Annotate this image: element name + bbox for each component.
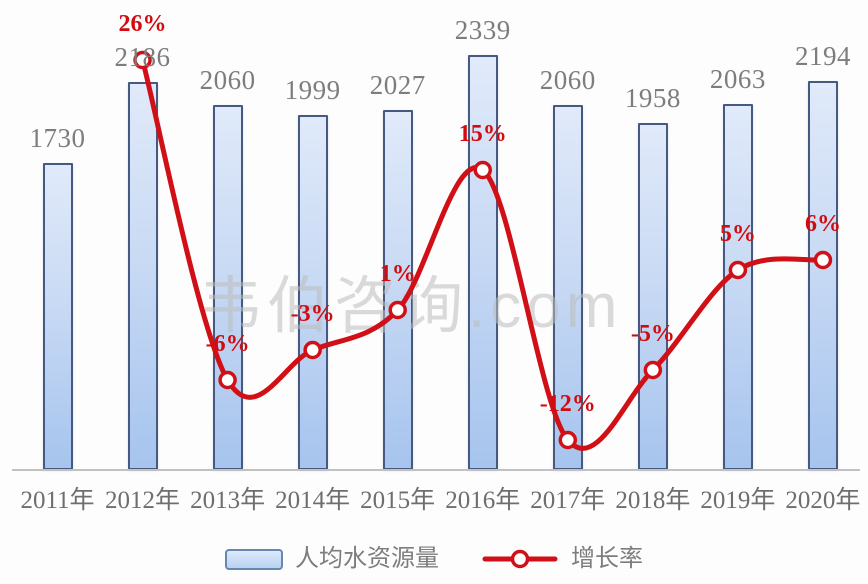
legend-line-marker	[482, 549, 558, 569]
x-axis-label: 2020年	[785, 487, 861, 514]
bar-value-label: 2194	[794, 41, 851, 71]
growth-rate-label: -5%	[630, 321, 675, 347]
bar	[467, 55, 498, 470]
line-marker	[218, 370, 237, 390]
legend-bar-swatch	[225, 548, 283, 570]
growth-rate-label: 5%	[719, 221, 756, 247]
x-axis-label: 2018年	[615, 487, 691, 514]
x-axis-label: 2014年	[275, 487, 351, 514]
growth-rate-label: -12%	[539, 391, 596, 417]
bar-value-label: 1999	[284, 75, 341, 105]
bar	[127, 82, 158, 470]
bar-value-label: 1958	[624, 83, 681, 113]
bar	[722, 104, 753, 470]
bar-value-label: 2063	[709, 64, 766, 94]
growth-rate-label: 26%	[118, 11, 167, 37]
x-axis-label: 2015年	[360, 487, 436, 514]
bar	[212, 105, 243, 470]
bar	[552, 105, 583, 470]
growth-rate-label: 15%	[458, 121, 507, 147]
x-axis-label: 2016年	[445, 487, 521, 514]
x-axis-label: 2012年	[105, 487, 181, 514]
bar-value-label: 2060	[199, 65, 256, 95]
plot-area: 韦伯咨询.com 1730 2011年 2186 2012年 2060 2013年 1999…	[12, 11, 861, 514]
growth-rate-label: -3%	[290, 301, 335, 327]
line-marker	[303, 340, 322, 360]
line-marker	[643, 360, 663, 380]
bar-value-label: 2186	[114, 42, 171, 72]
line-marker	[473, 160, 492, 180]
bar	[42, 163, 73, 470]
legend: 人均水资源量 增长率	[0, 542, 868, 576]
x-axis-label: 2013年	[190, 487, 266, 514]
bar	[637, 123, 668, 470]
growth-rate-label: 1%	[379, 261, 416, 287]
bar	[297, 115, 328, 470]
x-axis-label: 2017年	[530, 487, 606, 514]
bar-value-label: 2027	[369, 70, 426, 100]
line-marker	[388, 300, 407, 320]
growth-rate-line	[133, 50, 833, 451]
growth-rate-label: -6%	[205, 331, 250, 357]
legend-line-label: 增长率	[571, 546, 643, 572]
bar-value-label: 1730	[29, 123, 86, 153]
line-marker	[728, 260, 748, 280]
growth-rate-label: 6%	[804, 211, 841, 237]
x-axis-label: 2019年	[700, 487, 776, 514]
x-axis-line	[12, 469, 860, 471]
bar-value-label: 2060	[539, 65, 596, 95]
legend-bar-label: 人均水资源量	[295, 546, 439, 572]
bar-value-label: 2339	[454, 15, 511, 45]
line-marker	[133, 50, 152, 70]
line-marker	[813, 250, 833, 270]
x-axis-label: 2011年	[20, 487, 95, 514]
growth-rate-curve	[140, 57, 826, 451]
line-marker	[558, 430, 578, 450]
